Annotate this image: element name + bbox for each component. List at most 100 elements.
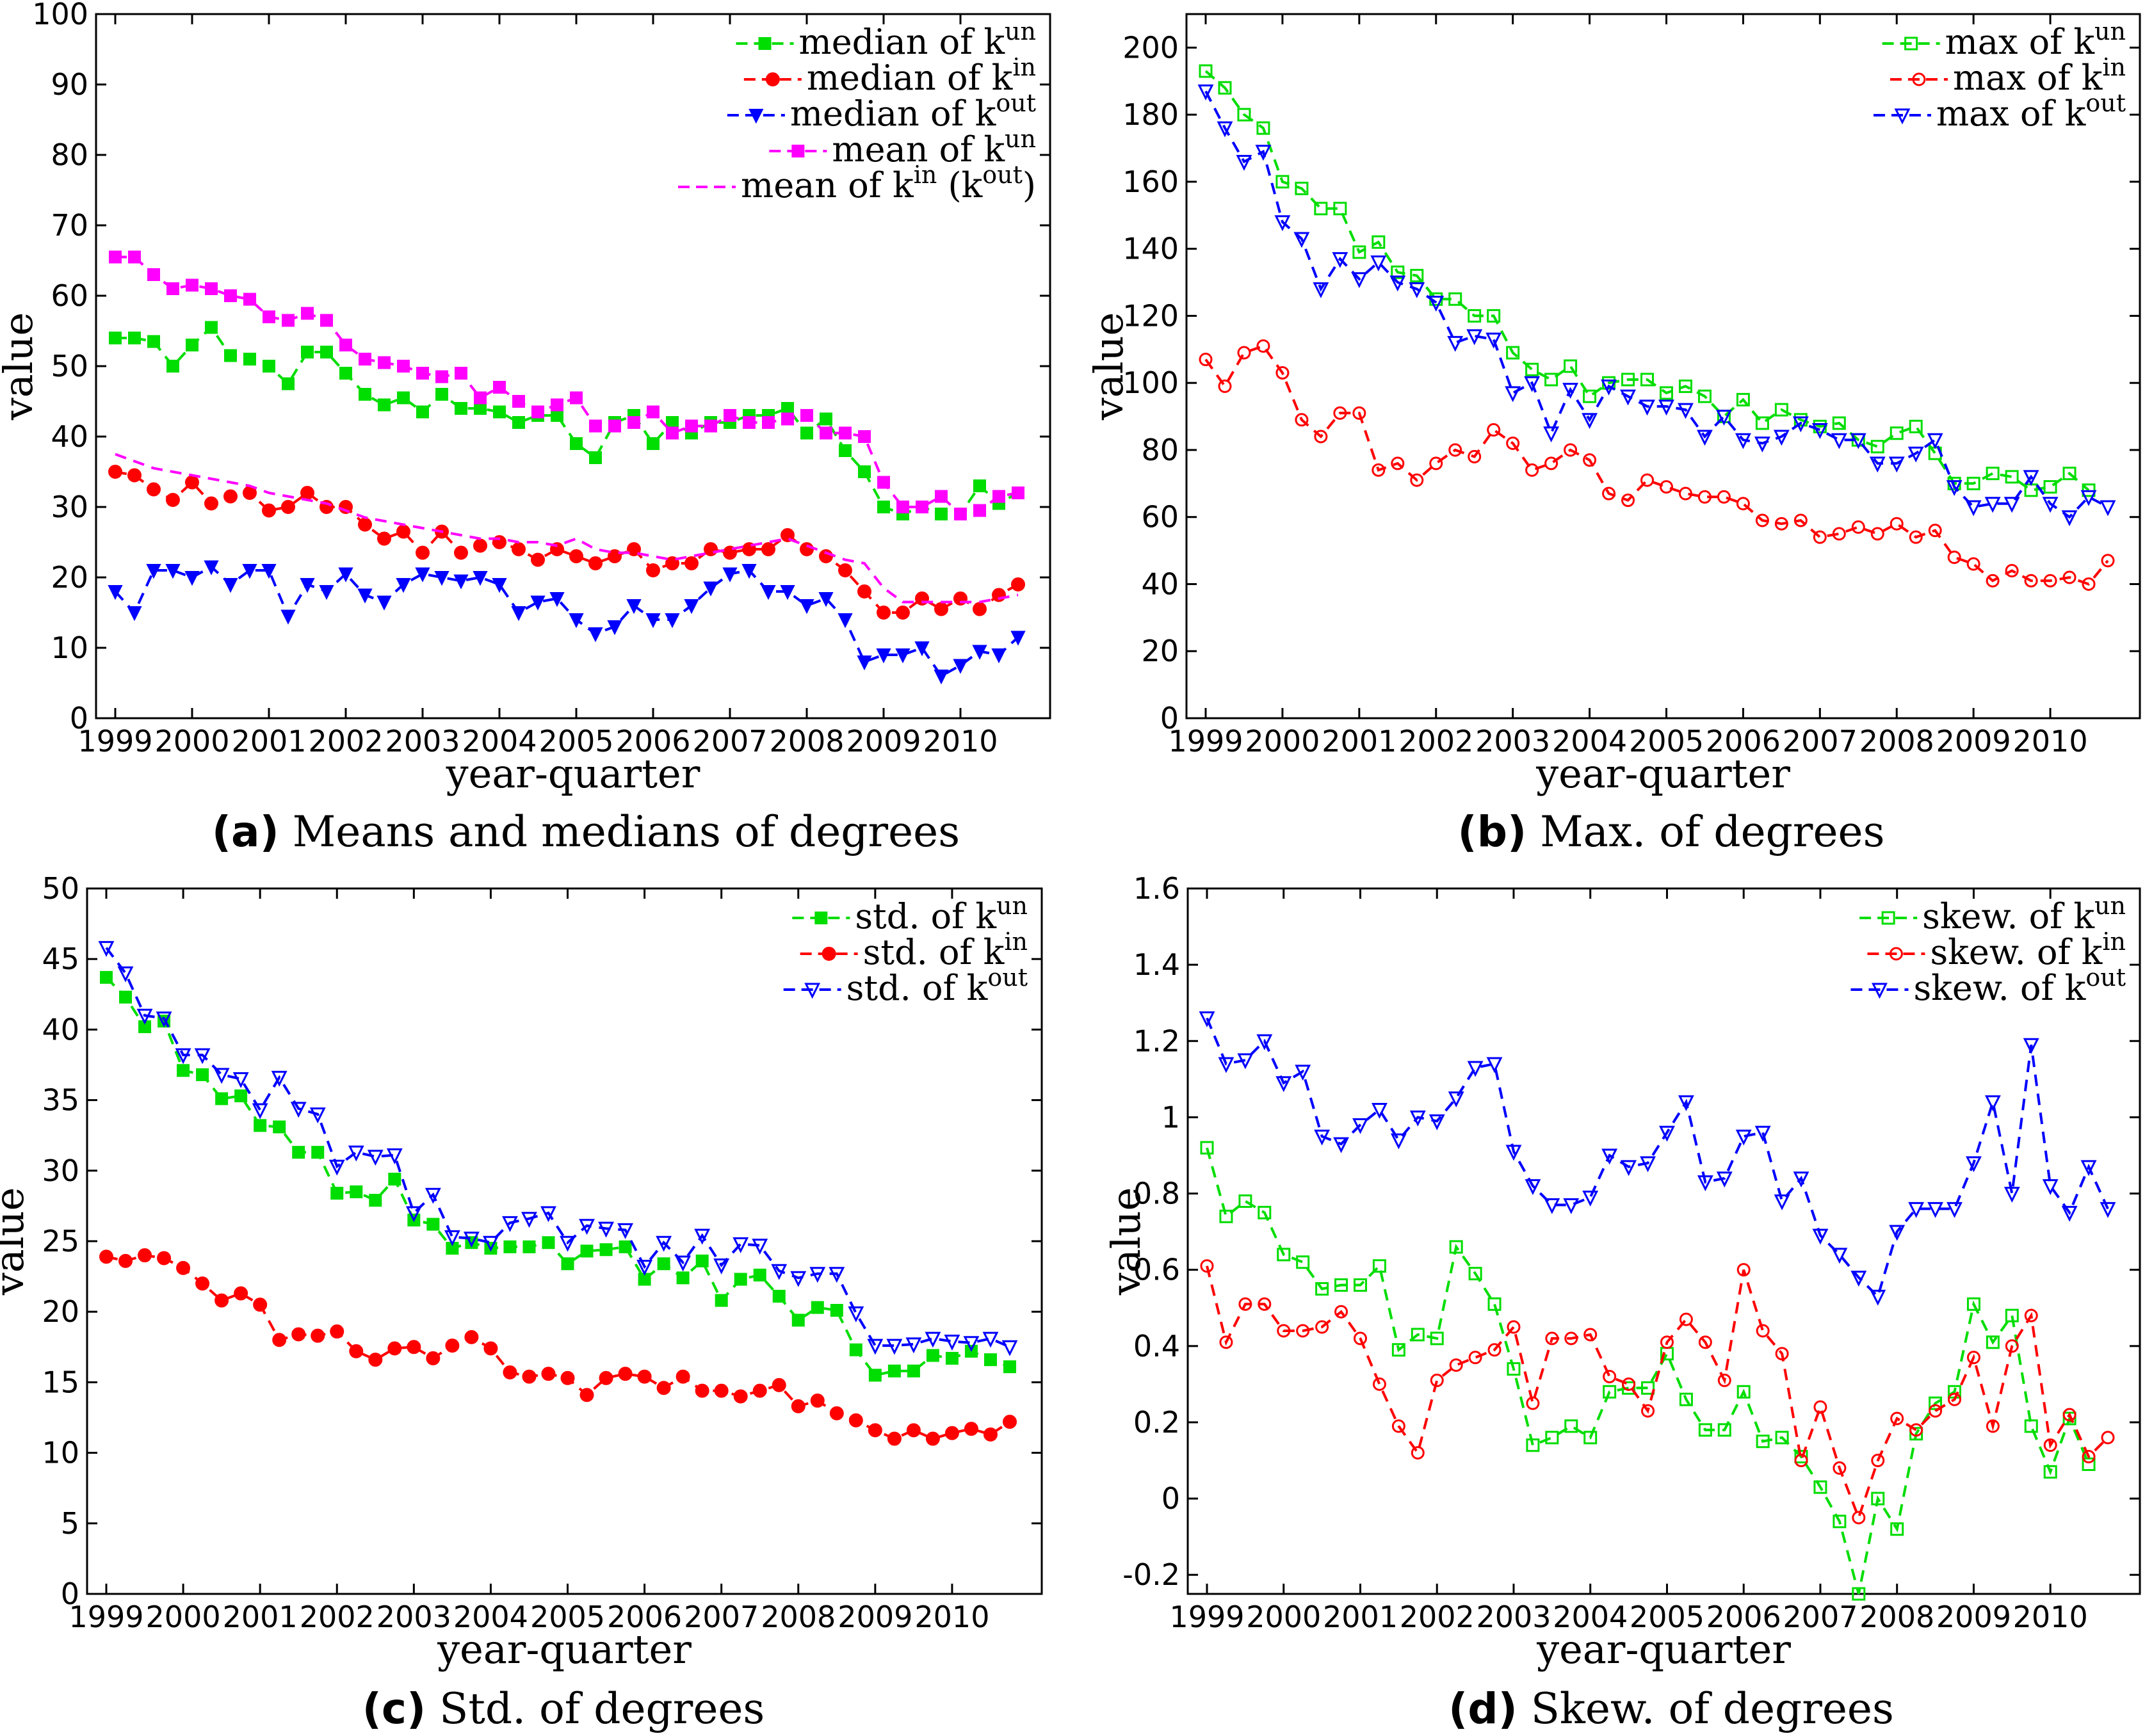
- data-point: [512, 395, 525, 408]
- data-point: [1912, 72, 1926, 86]
- data-point: [416, 367, 429, 380]
- data-point: [877, 606, 891, 620]
- data-point: [1908, 1202, 1925, 1218]
- data-point: [273, 1120, 286, 1134]
- data-point: [1562, 383, 1579, 399]
- series-4: [109, 250, 1024, 520]
- data-point: [598, 1221, 614, 1238]
- data-point: [1333, 202, 1347, 216]
- data-point: [1410, 269, 1424, 283]
- x-tick-label: 2000: [146, 1600, 221, 1634]
- data-point: [98, 941, 115, 957]
- data-point: [608, 419, 621, 433]
- data-point: [636, 1260, 653, 1276]
- data-point: [1966, 1351, 1980, 1365]
- data-point: [935, 508, 948, 520]
- data-point: [1832, 416, 1846, 430]
- data-point: [1621, 494, 1635, 508]
- data-point: [1351, 272, 1368, 289]
- data-point: [858, 465, 871, 478]
- data-point: [196, 1068, 209, 1081]
- data-point: [1773, 430, 1790, 446]
- data-point: [1965, 500, 1982, 517]
- data-point: [1794, 1450, 1808, 1464]
- data-point: [1678, 486, 1692, 501]
- data-point: [790, 1271, 807, 1287]
- data-point: [186, 278, 198, 292]
- data-point: [1505, 386, 1521, 403]
- x-tick-label: 2004: [453, 1600, 528, 1634]
- data-point: [1986, 467, 2000, 481]
- data-point: [1852, 1587, 1866, 1601]
- series-1: [1200, 1141, 2096, 1601]
- y-tick-label: 80: [1141, 433, 1179, 467]
- data-point: [117, 966, 134, 983]
- data-point: [1526, 1438, 1540, 1452]
- data-point: [1640, 1156, 1656, 1173]
- series-line: [1206, 1017, 2109, 1299]
- data-point: [339, 339, 352, 351]
- data-point: [560, 1370, 575, 1385]
- data-point: [1430, 1331, 1444, 1346]
- data-point: [569, 549, 583, 563]
- data-point: [493, 381, 506, 394]
- data-point: [1448, 1091, 1464, 1107]
- series-1: [1199, 64, 2096, 497]
- data-point: [791, 145, 805, 157]
- data-point: [1871, 1491, 1885, 1506]
- data-point: [271, 1070, 287, 1087]
- data-point: [811, 1301, 824, 1314]
- data-point: [588, 627, 603, 643]
- data-point: [223, 578, 238, 593]
- data-point: [868, 1369, 882, 1382]
- data-point: [607, 620, 622, 636]
- data-point: [282, 314, 295, 327]
- series-2: [1200, 1259, 2115, 1525]
- data-point: [666, 426, 679, 440]
- data-point: [243, 353, 256, 366]
- x-tick-label: 2008: [1859, 1600, 1934, 1634]
- data-point: [1487, 423, 1501, 437]
- data-point: [1564, 359, 1578, 373]
- x-tick-label: 1999: [69, 1600, 143, 1634]
- data-point: [177, 1064, 190, 1077]
- data-point: [234, 1286, 248, 1301]
- data-point: [338, 567, 353, 583]
- panel-caption: (a) Means and medians of degrees: [212, 807, 960, 856]
- data-point: [386, 1148, 403, 1164]
- data-point: [213, 1068, 230, 1084]
- data-point: [2101, 554, 2115, 568]
- data-point: [2005, 1339, 2019, 1353]
- data-point: [1275, 366, 1290, 380]
- data-point: [838, 613, 853, 629]
- data-point: [2100, 1202, 2116, 1218]
- data-point: [1468, 1267, 1482, 1281]
- data-point: [1219, 1335, 1233, 1349]
- data-point: [1372, 463, 1386, 477]
- data-point: [290, 1102, 307, 1118]
- y-tick-label: -0.2: [1122, 1557, 1180, 1592]
- data-point: [886, 1338, 903, 1355]
- data-point: [252, 1103, 268, 1120]
- data-point: [1526, 1396, 1540, 1410]
- data-point: [829, 1406, 844, 1420]
- plot-frame: [1185, 13, 2141, 719]
- data-point: [1545, 1331, 1559, 1346]
- data-point: [1755, 513, 1769, 527]
- data-point: [1314, 202, 1328, 216]
- data-point: [503, 1365, 517, 1379]
- data-point: [1313, 282, 1329, 298]
- data-point: [2005, 1308, 2019, 1322]
- data-point: [758, 37, 772, 50]
- legend-label: std. of kout: [846, 963, 1028, 1008]
- data-point: [1525, 463, 1539, 477]
- y-tick-label: 1.6: [1133, 871, 1180, 906]
- y-axis-label: value: [1103, 1187, 1149, 1296]
- x-tick-label: 2005: [530, 1600, 605, 1634]
- data-point: [531, 405, 544, 419]
- data-point: [127, 468, 142, 483]
- legend-label: mean of kun: [832, 125, 1036, 170]
- data-point: [1409, 1110, 1426, 1127]
- data-point: [1564, 1419, 1578, 1433]
